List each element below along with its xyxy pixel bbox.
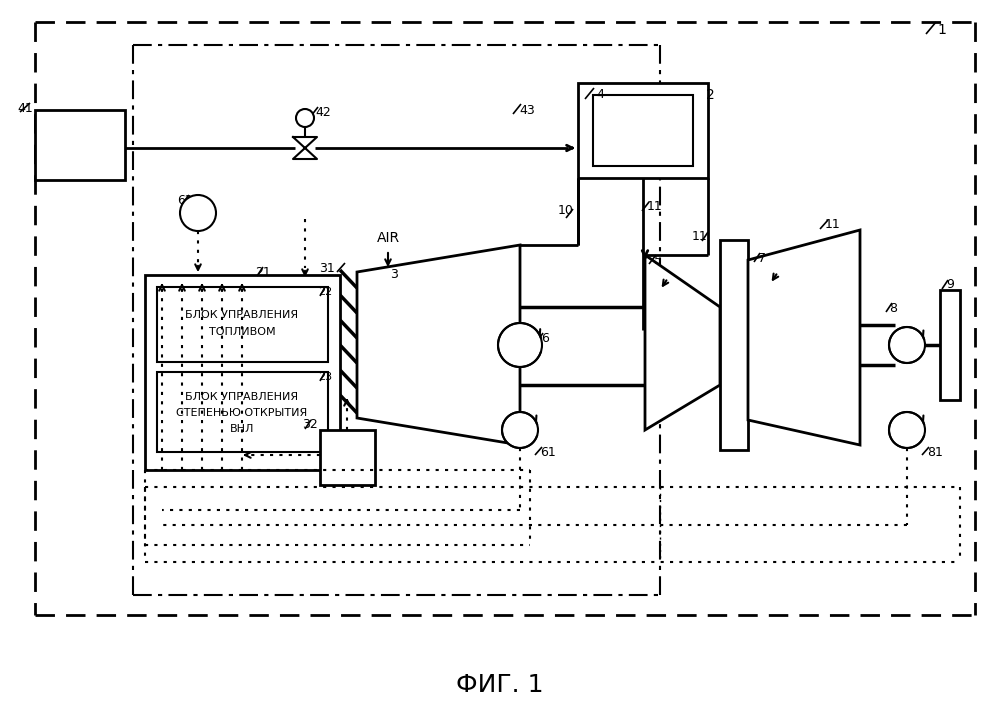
Text: 11: 11 bbox=[647, 200, 663, 214]
Bar bbox=[940, 290, 960, 400]
Text: БЛОК УПРАВЛЕНИЯ: БЛОК УПРАВЛЕНИЯ bbox=[185, 392, 299, 402]
Text: 32: 32 bbox=[302, 418, 318, 431]
Bar bbox=[593, 95, 693, 166]
Bar bbox=[157, 287, 328, 362]
Text: 4: 4 bbox=[596, 89, 604, 102]
Circle shape bbox=[889, 412, 925, 448]
Text: 11: 11 bbox=[692, 230, 708, 243]
Text: 81: 81 bbox=[927, 446, 943, 459]
Text: 41: 41 bbox=[17, 102, 33, 114]
Text: 7: 7 bbox=[758, 251, 766, 264]
Text: 42: 42 bbox=[315, 106, 331, 119]
Text: 23: 23 bbox=[318, 372, 332, 382]
Text: ВНЛ: ВНЛ bbox=[230, 424, 254, 434]
Bar bbox=[35, 110, 125, 180]
Bar bbox=[720, 240, 748, 450]
Text: 9: 9 bbox=[946, 279, 954, 292]
Polygon shape bbox=[645, 255, 720, 430]
Text: 21: 21 bbox=[255, 266, 271, 279]
Text: ФИГ. 1: ФИГ. 1 bbox=[456, 673, 544, 697]
Text: 3: 3 bbox=[390, 269, 398, 282]
Text: 22: 22 bbox=[318, 287, 332, 297]
Text: 31: 31 bbox=[319, 261, 335, 274]
Text: БЛОК УПРАВЛЕНИЯ: БЛОК УПРАВЛЕНИЯ bbox=[185, 310, 299, 320]
Circle shape bbox=[889, 327, 925, 363]
Text: 2: 2 bbox=[706, 88, 714, 102]
Text: 6: 6 bbox=[541, 331, 549, 344]
Circle shape bbox=[498, 323, 542, 367]
Bar bbox=[145, 275, 340, 470]
Circle shape bbox=[502, 412, 538, 448]
Text: СТЕПЕНЬЮ ОТКРЫТИЯ: СТЕПЕНЬЮ ОТКРЫТИЯ bbox=[176, 408, 308, 418]
Polygon shape bbox=[357, 245, 520, 445]
Text: 8: 8 bbox=[889, 302, 897, 315]
Circle shape bbox=[180, 195, 216, 231]
Bar bbox=[320, 430, 375, 485]
Text: 62: 62 bbox=[177, 194, 193, 207]
Text: ТОПЛИВОМ: ТОПЛИВОМ bbox=[209, 327, 275, 337]
Bar bbox=[157, 372, 328, 452]
Circle shape bbox=[296, 109, 314, 127]
Text: 11: 11 bbox=[825, 218, 841, 232]
Text: 10: 10 bbox=[558, 204, 574, 217]
Bar bbox=[578, 83, 708, 178]
Text: 43: 43 bbox=[519, 104, 535, 117]
Polygon shape bbox=[748, 230, 860, 445]
Text: AIR: AIR bbox=[376, 231, 400, 245]
Text: 1: 1 bbox=[938, 23, 946, 37]
Text: 5: 5 bbox=[654, 253, 662, 266]
Text: 61: 61 bbox=[540, 446, 556, 459]
